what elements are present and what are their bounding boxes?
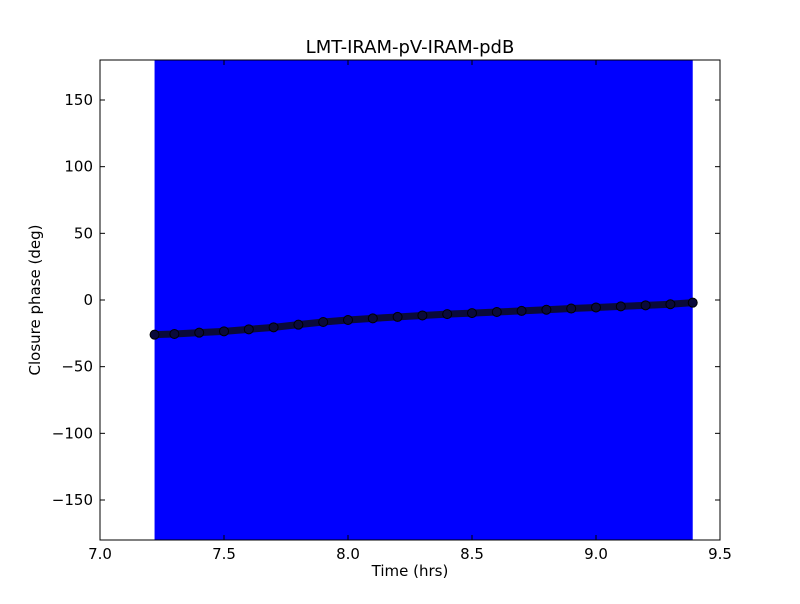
data-point	[615, 301, 626, 312]
x-tick-label: 9.5	[708, 545, 732, 563]
chart-title: LMT-IRAM-pV-IRAM-pdB	[306, 37, 515, 58]
data-point	[442, 309, 453, 320]
y-axis-ticks: 150 100 50 0 −50 −100 −150	[52, 91, 720, 509]
data-point	[392, 311, 403, 322]
y-tick-label: 150	[64, 91, 93, 109]
data-point	[293, 319, 304, 330]
data-point	[169, 329, 180, 339]
data-point	[687, 297, 698, 308]
data-point	[343, 315, 353, 325]
data-point	[640, 300, 651, 311]
data-point	[467, 308, 477, 319]
y-tick-label: −50	[61, 358, 93, 376]
data-point	[417, 310, 428, 321]
x-tick-label: 9.0	[584, 545, 608, 563]
data-point	[149, 329, 160, 340]
x-tick-label: 8.5	[460, 545, 484, 563]
data-point	[268, 322, 279, 333]
data-point	[318, 317, 329, 327]
data-point	[591, 302, 601, 313]
data-point	[367, 313, 378, 324]
x-axis-ticks: 7.0 7.5 8.0 8.5 9.0 9.5	[88, 60, 732, 563]
y-tick-label: −150	[52, 491, 93, 509]
data-point	[491, 307, 502, 317]
data-point	[516, 305, 527, 316]
data-point	[665, 299, 676, 310]
x-axis-label: Time (hrs)	[371, 562, 449, 580]
x-tick-label: 7.0	[88, 545, 112, 563]
y-axis-label: Closure phase (deg)	[26, 225, 44, 376]
data-point	[243, 324, 254, 335]
y-tick-label: −100	[52, 424, 93, 442]
y-tick-label: 50	[74, 224, 93, 242]
y-tick-label: 100	[64, 158, 93, 176]
data-point	[566, 303, 577, 314]
data-point	[194, 327, 205, 338]
data-point	[219, 326, 229, 337]
shaded-band	[154, 60, 693, 540]
x-tick-label: 8.0	[336, 545, 360, 563]
y-tick-label: 0	[83, 291, 93, 309]
x-tick-label: 7.5	[212, 545, 236, 563]
points-layer	[149, 297, 698, 340]
band-layer	[154, 60, 693, 540]
data-point	[541, 304, 552, 315]
